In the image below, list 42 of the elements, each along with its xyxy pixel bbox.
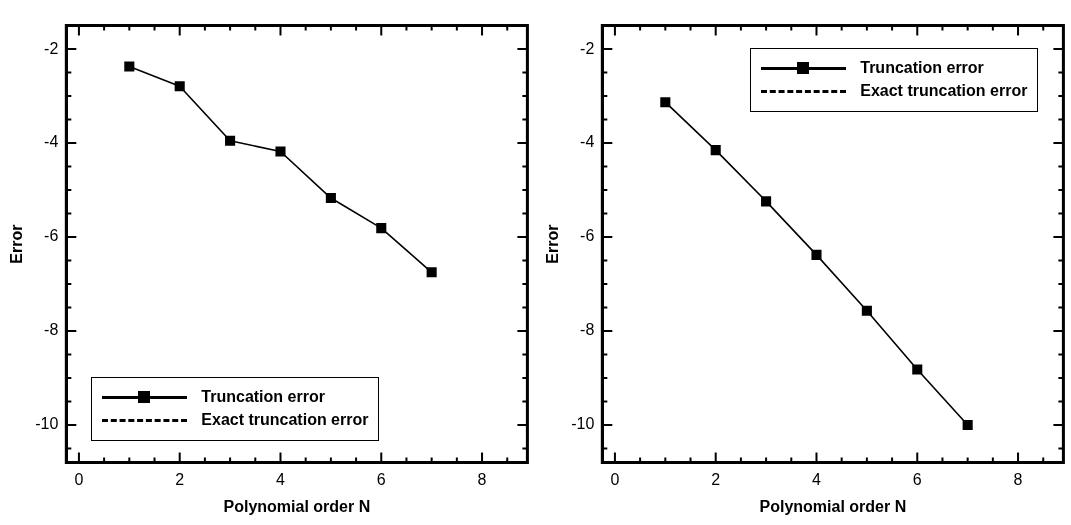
point bbox=[861, 305, 872, 316]
point bbox=[325, 193, 336, 204]
x-tick-label: 0 bbox=[610, 470, 620, 488]
x-tick-label: 4 bbox=[276, 470, 286, 488]
point bbox=[376, 223, 387, 234]
x-tick-label: 4 bbox=[812, 470, 822, 488]
y-tick-label: -10 bbox=[571, 415, 595, 433]
y-tick-label: -6 bbox=[44, 227, 59, 245]
point bbox=[962, 419, 973, 431]
legend-label: Exact truncation error bbox=[860, 82, 1028, 101]
point bbox=[660, 97, 671, 108]
y-tick-label: -8 bbox=[580, 321, 595, 339]
y-tick-label: -2 bbox=[580, 39, 595, 57]
point bbox=[912, 364, 923, 375]
y-axis-title: Error bbox=[8, 224, 26, 264]
point bbox=[174, 81, 185, 92]
x-tick-label: 2 bbox=[711, 470, 721, 488]
x-tick-label: 0 bbox=[74, 470, 84, 488]
y-tick-label: -2 bbox=[44, 39, 59, 57]
y-tick-label: -8 bbox=[44, 321, 59, 339]
point bbox=[275, 146, 286, 157]
x-tick-label: 6 bbox=[376, 470, 386, 488]
y-tick-label: -6 bbox=[580, 227, 595, 245]
y-tick-label: -10 bbox=[35, 415, 59, 433]
x-tick-label: 8 bbox=[1013, 470, 1023, 488]
point bbox=[761, 196, 772, 207]
x-tick-label: 8 bbox=[477, 470, 487, 488]
point bbox=[710, 145, 721, 156]
x-tick-label: 6 bbox=[912, 470, 922, 488]
legend: Truncation error Exact truncation error bbox=[750, 47, 1039, 112]
point bbox=[225, 135, 236, 146]
point bbox=[811, 249, 822, 260]
legend: Truncation error Exact truncation error bbox=[91, 376, 380, 441]
point bbox=[426, 267, 437, 278]
y-tick-label: -4 bbox=[580, 133, 595, 151]
y-tick-label: -4 bbox=[44, 133, 59, 151]
legend-label: Exact truncation error bbox=[201, 411, 369, 430]
x-axis-title: Polynomial order N bbox=[759, 497, 907, 515]
x-tick-label: 2 bbox=[175, 470, 185, 488]
y-axis-title: Error bbox=[544, 224, 562, 264]
x-axis-title: Polynomial order N bbox=[223, 497, 371, 515]
point bbox=[124, 61, 135, 72]
